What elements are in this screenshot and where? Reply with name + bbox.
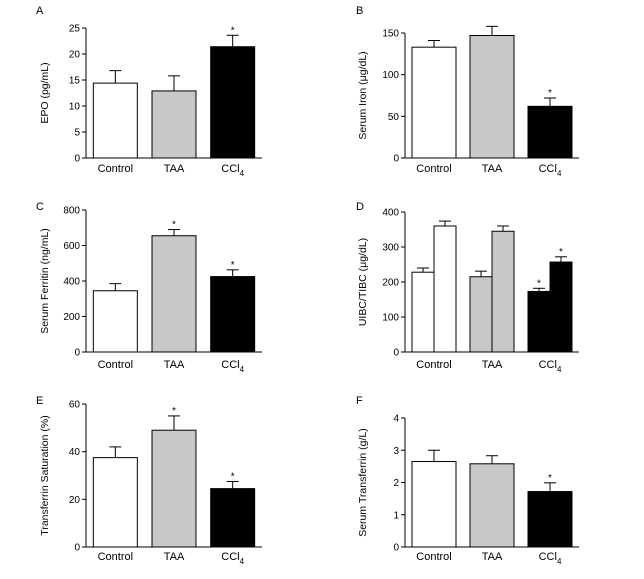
category-label: TAA xyxy=(482,551,503,563)
y-tick-label: 200 xyxy=(382,278,399,289)
y-tick-label: 300 xyxy=(382,243,399,254)
y-axis-label: Transferrin Saturation (%) xyxy=(39,415,51,535)
panel-letter: F xyxy=(356,395,363,407)
y-tick-label: 5 xyxy=(74,128,80,139)
bar-taa-1 xyxy=(469,276,493,353)
bar-ccl4 xyxy=(210,276,256,353)
panel-b: B Serum Iron (μg/dL) 0 50 100 150 Control TAA * C… xyxy=(356,5,579,178)
panel-letter: C xyxy=(36,201,44,213)
panel-f: F Serum Transferrin (g/L) 0 1 2 3 4 Control TAA *… xyxy=(356,395,579,566)
y-tick-label: 10 xyxy=(69,102,81,113)
y-tick-label: 0 xyxy=(393,348,399,359)
y-tick-label: 400 xyxy=(382,208,399,219)
bar-ccl4 xyxy=(527,491,573,548)
y-axis-label: Serum Ferritin (ng/mL) xyxy=(39,228,51,334)
significance-marker: * xyxy=(537,278,541,289)
category-label: CCl4 xyxy=(221,551,244,566)
bar-taa xyxy=(151,90,197,159)
category-label: CCl4 xyxy=(539,359,562,374)
bar-taa xyxy=(469,35,515,159)
y-tick-label: 20 xyxy=(69,50,81,61)
y-tick-label: 0 xyxy=(393,154,399,165)
panel-e: E Transferrin Saturation (%) 0 20 40 60 Contro… xyxy=(36,395,262,566)
panel-d: D UIBC/TIBC (μg/dL) 0 100 200 300 400 Control TA… xyxy=(356,201,579,374)
y-axis-label: EPO (pg/mL) xyxy=(39,62,51,123)
panel-letter: E xyxy=(36,395,43,407)
category-label: TAA xyxy=(482,163,503,175)
y-axis-label: UIBC/TIBC (μg/dL) xyxy=(357,238,369,326)
significance-marker: * xyxy=(231,25,235,36)
bar-control-2 xyxy=(433,225,457,353)
y-tick-label: 1 xyxy=(393,510,399,521)
significance-marker: * xyxy=(559,247,563,258)
y-tick-label: 40 xyxy=(69,447,81,458)
category-label: Control xyxy=(98,163,133,175)
bar-taa xyxy=(151,235,197,353)
y-tick-label: 20 xyxy=(69,495,81,506)
y-tick-label: 25 xyxy=(69,24,81,35)
category-label: CCl4 xyxy=(221,359,244,374)
y-tick-label: 800 xyxy=(63,206,80,217)
bar-control-1 xyxy=(411,271,435,353)
y-tick-label: 0 xyxy=(74,154,80,165)
significance-marker: * xyxy=(231,471,235,482)
category-label: Control xyxy=(98,359,133,371)
category-label: Control xyxy=(416,163,451,175)
panel-letter: B xyxy=(356,5,363,17)
y-tick-label: 0 xyxy=(74,348,80,359)
bar-control xyxy=(92,82,138,159)
y-tick-label: 600 xyxy=(63,241,80,252)
bar-control xyxy=(411,46,457,159)
category-label: TAA xyxy=(164,551,185,563)
category-label: Control xyxy=(416,551,451,563)
bar-control xyxy=(92,290,138,353)
y-axis-label: Serum Transferrin (g/L) xyxy=(357,428,369,537)
y-tick-label: 2 xyxy=(393,478,399,489)
y-tick-label: 200 xyxy=(63,312,80,323)
bar-control xyxy=(411,461,457,548)
category-label: Control xyxy=(98,551,133,563)
y-tick-label: 0 xyxy=(74,543,80,554)
panel-letter: D xyxy=(356,201,364,213)
y-axis-label: Serum Iron (μg/dL) xyxy=(357,51,369,139)
y-tick-label: 4 xyxy=(393,414,399,425)
bar-ccl4 xyxy=(527,105,573,159)
category-label: CCl4 xyxy=(221,163,244,178)
y-tick-label: 15 xyxy=(69,76,81,87)
significance-marker: * xyxy=(548,473,552,484)
y-tick-label: 150 xyxy=(382,29,399,40)
y-tick-label: 60 xyxy=(69,400,81,411)
bar-control xyxy=(92,457,138,548)
bar-taa xyxy=(151,429,197,548)
bar-taa-2 xyxy=(491,230,515,353)
y-tick-label: 50 xyxy=(388,112,400,123)
category-label: CCl4 xyxy=(539,163,562,178)
y-tick-label: 100 xyxy=(382,70,399,81)
panel-letter: A xyxy=(36,5,44,17)
bar-taa xyxy=(469,463,515,548)
y-tick-label: 400 xyxy=(63,277,80,288)
y-tick-label: 3 xyxy=(393,446,399,457)
significance-marker: * xyxy=(172,406,176,417)
panel-c: C Serum Ferritin (ng/mL) 0 200 400 600 800 Cont… xyxy=(36,201,262,374)
category-label: TAA xyxy=(482,359,503,371)
category-label: TAA xyxy=(164,359,185,371)
category-label: CCl4 xyxy=(539,551,562,566)
significance-marker: * xyxy=(231,260,235,271)
category-label: TAA xyxy=(164,163,185,175)
y-tick-label: 0 xyxy=(393,543,399,554)
bar-ccl4-2 xyxy=(549,261,573,353)
category-label: Control xyxy=(416,359,451,371)
bar-ccl4 xyxy=(210,46,256,159)
panel-a: A EPO (pg/mL) 0 5 10 15 20 25 Control TAA * CCl4 xyxy=(36,5,262,178)
significance-marker: * xyxy=(172,220,176,231)
bar-ccl4 xyxy=(210,488,256,548)
y-tick-label: 100 xyxy=(382,313,399,324)
significance-marker: * xyxy=(548,88,552,99)
bar-ccl4-1 xyxy=(527,290,551,353)
